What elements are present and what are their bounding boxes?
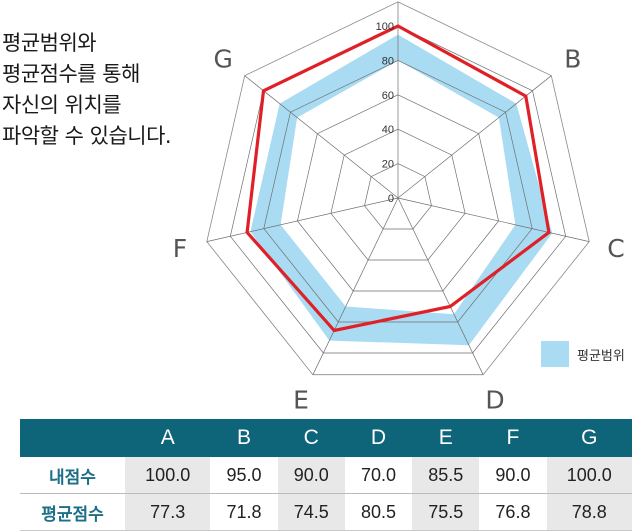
tick-label: 80 (382, 55, 394, 67)
legend-swatch (541, 341, 569, 367)
table-cell: 90.0 (277, 457, 345, 494)
table-cell: 76.8 (479, 493, 547, 531)
caption-text: 평균범위와 평균점수를 통해 자신의 위치를 파악할 수 있습니다. (2, 28, 172, 152)
table-row: 내점수 100.0 95.0 90.0 70.0 85.5 90.0 100.0 (20, 457, 632, 494)
score-table: A B C D E F G 내점수 100.0 95.0 90.0 70.0 8… (20, 419, 632, 531)
grid-ring (297, 94, 499, 292)
spoke-d (397, 197, 484, 375)
table-cell: 78.8 (546, 493, 632, 531)
header-cell-empty (20, 419, 125, 457)
header-cell-g: G (546, 419, 632, 457)
tick-label: 40 (382, 124, 394, 136)
header-cell-e: E (412, 419, 480, 457)
grid-ring (229, 25, 567, 354)
table-cell: 75.5 (412, 493, 480, 531)
my-score-line (245, 24, 551, 333)
axis-label-g: G (214, 45, 233, 74)
axis-label-d: D (485, 386, 504, 411)
spoke-g (244, 75, 399, 199)
caption-line: 자신의 위치를 (2, 93, 122, 117)
table-cell: 90.0 (479, 457, 547, 494)
caption-line: 평균범위와 (2, 31, 97, 55)
grid-ring (364, 163, 432, 230)
header-cell-b: B (210, 419, 278, 457)
table-header-row: A B C D E F G (20, 419, 632, 457)
radar-chart: 020406080100ABCDEFG (173, 1, 625, 411)
row-label-my-score: 내점수 (20, 457, 125, 494)
legend-label: 평균범위 (577, 348, 625, 364)
spoke-e (312, 197, 399, 375)
header-cell-f: F (479, 419, 547, 457)
table-row: 평균점수 77.3 71.8 74.5 80.5 75.5 76.8 78.8 (20, 493, 632, 531)
table-cell: 71.8 (210, 493, 278, 531)
axis-label-e: E (293, 386, 309, 411)
row-label-avg-score: 평균점수 (20, 493, 125, 531)
spoke-c (397, 197, 590, 242)
table-cell: 100.0 (125, 457, 211, 494)
table-cell: 74.5 (277, 493, 345, 531)
axis-label-b: B (564, 45, 581, 74)
tick-label: 100 (376, 21, 394, 33)
tick-label: 20 (382, 159, 394, 171)
outer-frame (206, 1, 590, 376)
axis-label-f: F (173, 234, 187, 263)
grid-ring (330, 128, 466, 261)
spoke-f (206, 197, 399, 242)
tick-label: 0 (388, 193, 394, 205)
caption-line: 평균점수를 통해 (2, 62, 140, 86)
table-cell: 80.5 (344, 493, 413, 531)
table-cell: 95.0 (210, 457, 278, 494)
table-cell: 100.0 (546, 457, 632, 494)
tick-label: 60 (382, 90, 394, 102)
table-cell: 85.5 (412, 457, 480, 494)
table-cell: 77.3 (125, 493, 211, 531)
caption-line: 파악할 수 있습니다. (2, 124, 172, 148)
header-cell-a: A (125, 419, 211, 457)
grid-ring (263, 60, 533, 323)
legend: 평균범위 (541, 341, 625, 367)
header-cell-c: C (277, 419, 345, 457)
header-cell-d: D (344, 419, 413, 457)
average-range-band (250, 34, 553, 346)
axis-label-c: C (607, 234, 624, 263)
table-cell: 70.0 (344, 457, 413, 494)
